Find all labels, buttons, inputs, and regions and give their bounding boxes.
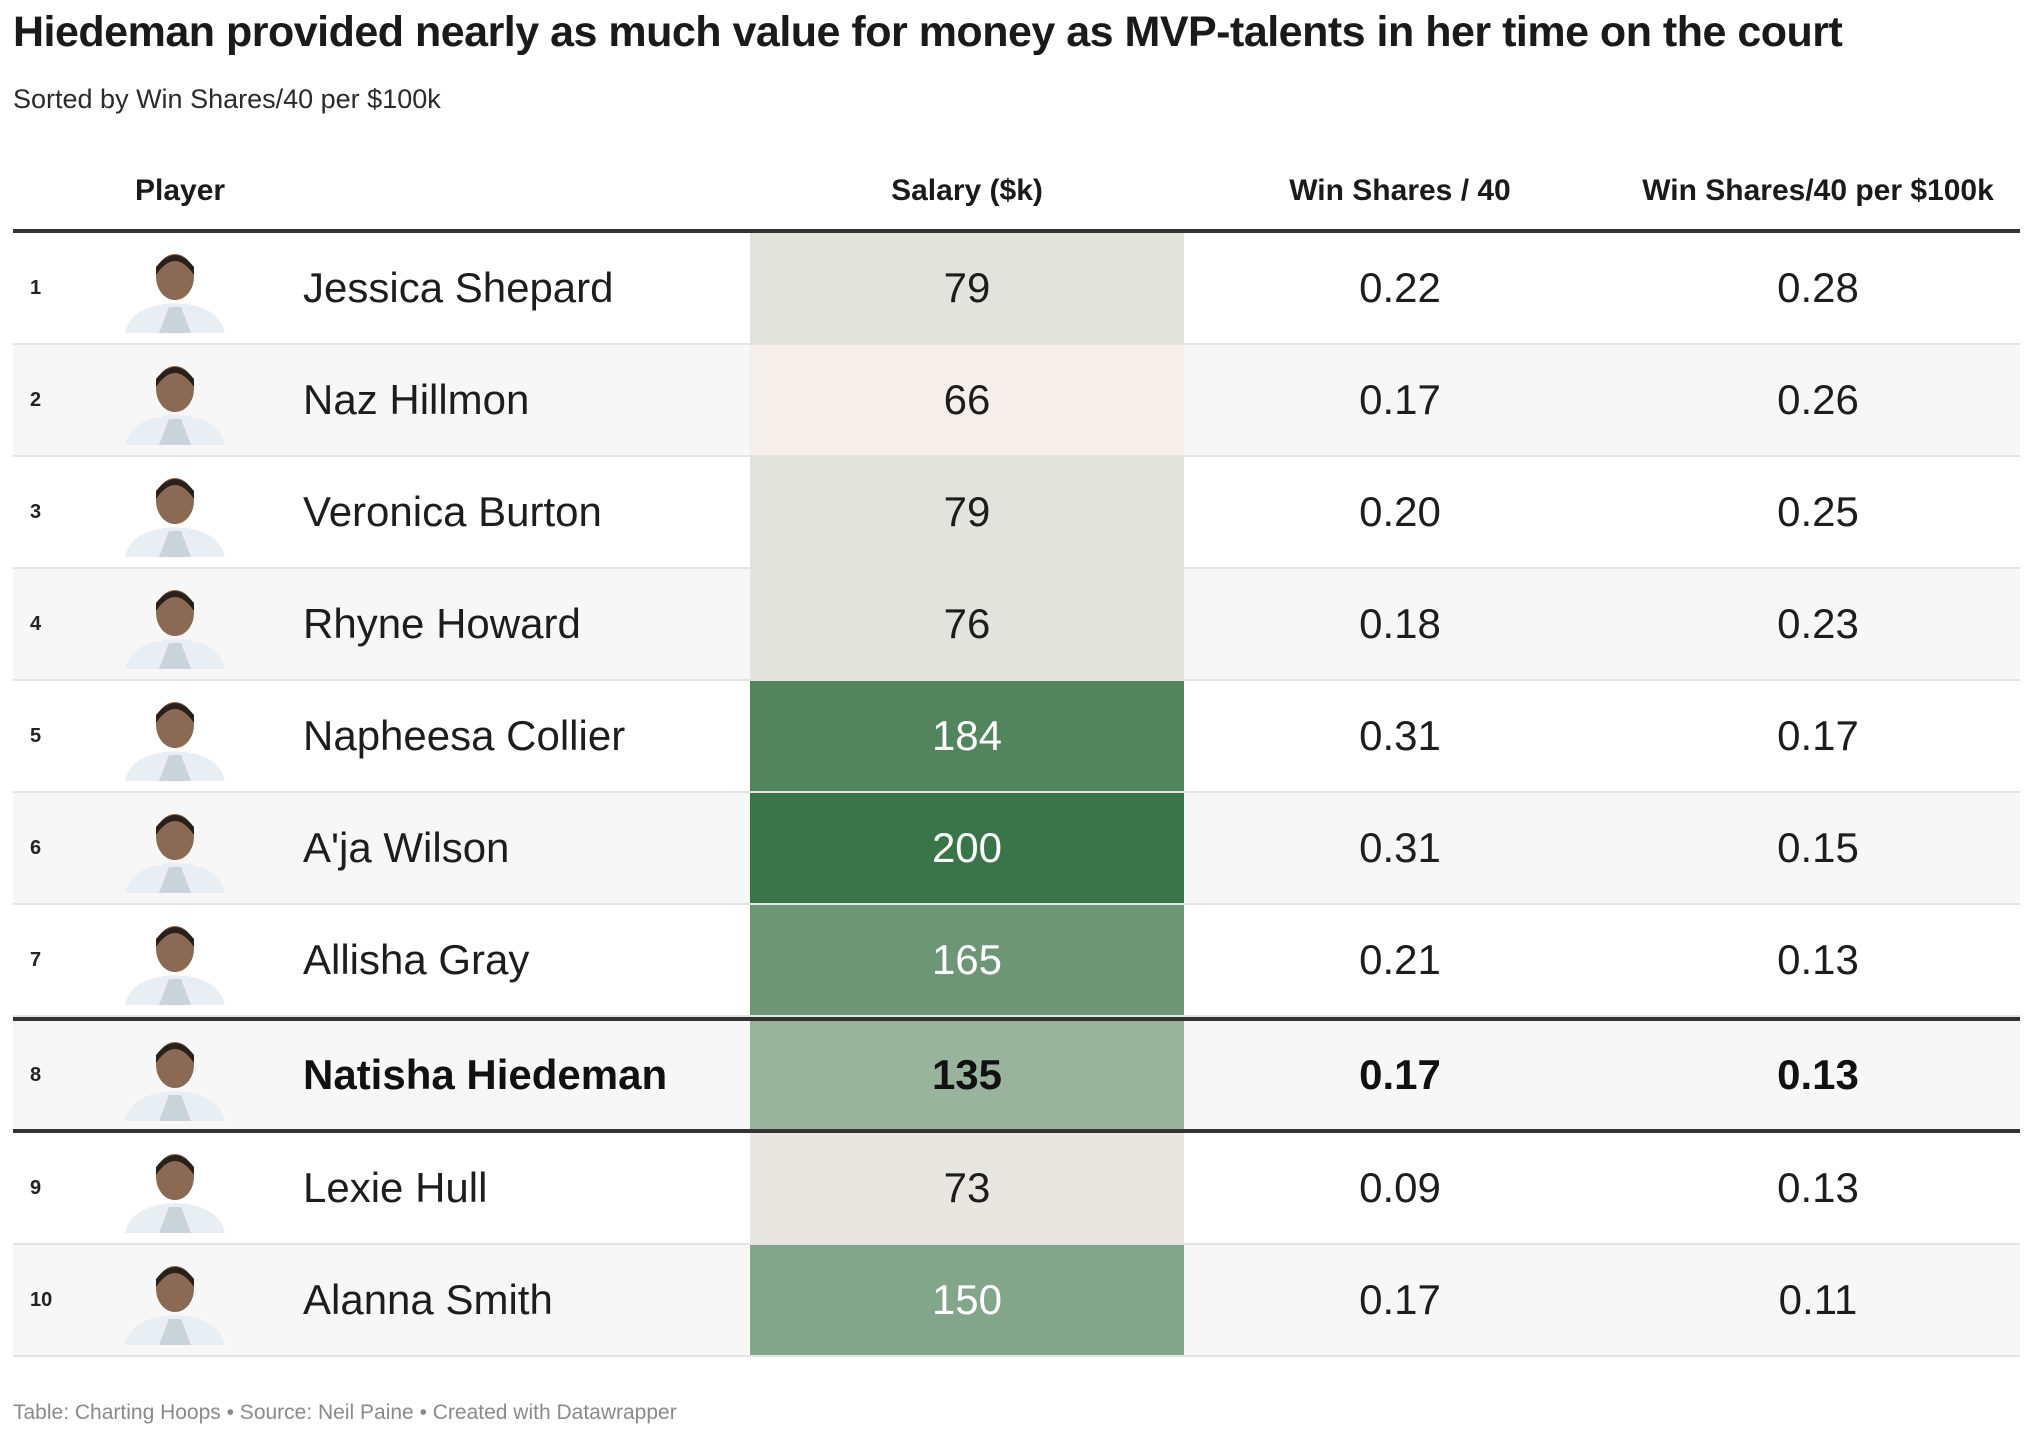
player-name: Natisha Hiedeman — [303, 1051, 668, 1098]
win-shares-per-100k-cell: 0.23 — [1777, 600, 1859, 647]
player-headshot-icon — [121, 1145, 229, 1233]
player-name: Allisha Gray — [303, 936, 530, 983]
player-name: Jessica Shepard — [303, 264, 614, 311]
win-shares-per-100k-cell: 0.13 — [1777, 936, 1859, 983]
table-row: 3 Veronica Burton 79 0.20 0.25 — [13, 457, 2020, 569]
table-row: 5 Napheesa Collier 184 0.31 0.17 — [13, 681, 2020, 793]
table-row: 10 Alanna Smith 150 0.17 0.11 — [13, 1245, 2020, 1357]
row-rank: 6 — [30, 836, 42, 859]
player-headshot-icon — [121, 469, 229, 557]
table-row: 1 Jessica Shepard 79 0.22 0.28 — [13, 233, 2020, 345]
player-name: Alanna Smith — [303, 1276, 553, 1323]
table-row: 7 Allisha Gray 165 0.21 0.13 — [13, 905, 2020, 1017]
source-footer: Table: Charting Hoops • Source: Neil Pai… — [13, 1401, 677, 1424]
win-shares-40-cell: 0.17 — [1359, 1051, 1441, 1098]
win-shares-40-cell: 0.31 — [1359, 712, 1441, 759]
player-headshot-icon — [121, 1033, 229, 1121]
table-body: 1 Jessica Shepard 79 0.22 0.28 2 Naz Hillmon 66… — [13, 233, 2020, 1357]
player-name: Rhyne Howard — [303, 600, 581, 647]
player-name: Naz Hillmon — [303, 376, 530, 423]
column-header-win-shares-40[interactable]: Win Shares / 40 — [1289, 174, 1511, 207]
table-row: 9 Lexie Hull 73 0.09 0.13 — [13, 1133, 2020, 1245]
win-shares-40-cell: 0.20 — [1359, 488, 1441, 535]
salary-cell: 66 — [750, 345, 1184, 455]
player-name: Veronica Burton — [303, 488, 602, 535]
win-shares-per-100k-cell: 0.25 — [1777, 488, 1859, 535]
chart-subtitle: Sorted by Win Shares/40 per $100k — [13, 84, 441, 114]
win-shares-per-100k-cell: 0.17 — [1777, 712, 1859, 759]
salary-cell: 79 — [750, 233, 1184, 343]
player-headshot-icon — [121, 917, 229, 1005]
table-row: 4 Rhyne Howard 76 0.18 0.23 — [13, 569, 2020, 681]
data-table: Player Salary ($k) Win Shares / 40 Win S… — [13, 160, 2020, 1357]
salary-cell: 76 — [750, 569, 1184, 679]
win-shares-40-cell: 0.09 — [1359, 1164, 1441, 1211]
column-header-player[interactable]: Player — [135, 174, 226, 207]
win-shares-40-cell: 0.18 — [1359, 600, 1441, 647]
player-name: A'ja Wilson — [303, 824, 510, 871]
salary-cell: 150 — [750, 1245, 1184, 1355]
chart-title: Hiedeman provided nearly as much value f… — [13, 8, 1843, 56]
salary-cell: 79 — [750, 457, 1184, 567]
column-header-win-shares-per-100k[interactable]: Win Shares/40 per $100k — [1642, 174, 1994, 207]
player-headshot-icon — [121, 245, 229, 333]
salary-cell: 165 — [750, 905, 1184, 1015]
win-shares-per-100k-cell: 0.15 — [1777, 824, 1859, 871]
row-rank: 9 — [30, 1176, 42, 1199]
win-shares-per-100k-cell: 0.28 — [1777, 264, 1859, 311]
row-rank: 1 — [30, 276, 42, 299]
player-headshot-icon — [121, 693, 229, 781]
column-header-salary[interactable]: Salary ($k) — [891, 174, 1043, 207]
win-shares-per-100k-cell: 0.11 — [1778, 1276, 1858, 1323]
salary-cell: 200 — [750, 793, 1184, 903]
win-shares-per-100k-cell: 0.13 — [1777, 1051, 1859, 1098]
table-row: 6 A'ja Wilson 200 0.31 0.15 — [13, 793, 2020, 905]
player-headshot-icon — [121, 1257, 229, 1345]
salary-cell: 73 — [750, 1133, 1184, 1243]
row-rank: 7 — [30, 948, 42, 971]
win-shares-40-cell: 0.17 — [1359, 1276, 1441, 1323]
table-row: 8 Natisha Hiedeman 135 0.17 0.13 — [13, 1017, 2020, 1133]
row-rank: 8 — [30, 1063, 42, 1086]
win-shares-40-cell: 0.31 — [1359, 824, 1441, 871]
win-shares-40-cell: 0.22 — [1359, 264, 1441, 311]
win-shares-40-cell: 0.17 — [1359, 376, 1441, 423]
row-rank: 5 — [30, 724, 42, 747]
win-shares-per-100k-cell: 0.13 — [1777, 1164, 1859, 1211]
row-rank: 4 — [30, 612, 42, 635]
player-name: Lexie Hull — [303, 1164, 488, 1211]
row-rank: 2 — [30, 388, 42, 411]
player-headshot-icon — [121, 357, 229, 445]
salary-cell: 184 — [750, 681, 1184, 791]
win-shares-40-cell: 0.21 — [1359, 936, 1441, 983]
salary-cell: 135 — [750, 1021, 1184, 1129]
row-rank: 3 — [30, 500, 42, 523]
table-row: 2 Naz Hillmon 66 0.17 0.26 — [13, 345, 2020, 457]
player-headshot-icon — [121, 581, 229, 669]
player-name: Napheesa Collier — [303, 712, 626, 759]
win-shares-per-100k-cell: 0.26 — [1777, 376, 1859, 423]
table-header: Player Salary ($k) Win Shares / 40 Win S… — [13, 160, 2020, 233]
player-headshot-icon — [121, 805, 229, 893]
row-rank: 10 — [30, 1288, 53, 1311]
